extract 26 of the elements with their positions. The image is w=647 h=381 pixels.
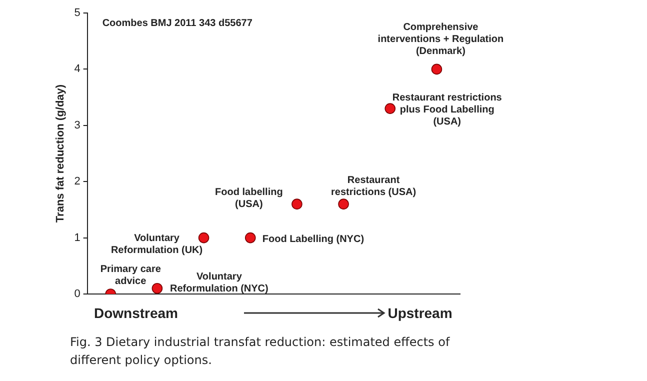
- annotation: Food labelling (USA): [215, 187, 283, 210]
- y-tick-label: 1: [74, 232, 80, 244]
- point: [384, 103, 396, 114]
- annotation: Restaurant restrictions (USA): [331, 175, 416, 198]
- y-axis-title: Trans fat reduction (g/day): [54, 84, 67, 223]
- annotation: Restaurant restrictions plus Food Labelling (USA): [392, 92, 502, 128]
- point: [292, 198, 302, 210]
- point: [431, 64, 442, 75]
- y-tick-label: 2: [74, 176, 80, 188]
- annotation: Food Labelling (NYC): [262, 234, 364, 245]
- annotation: Comprehensive interventions + Regulation (Denmark): [378, 22, 504, 58]
- y-tick-label: 5: [74, 7, 80, 20]
- text: Downstream: [94, 305, 178, 321]
- y-tick-label: 0: [74, 288, 80, 300]
- point: [198, 232, 210, 244]
- annotation: Primary care advice: [100, 264, 162, 287]
- point: [244, 232, 256, 244]
- caption: Fig. 3 Dietary industrial transfat reduction: estimated effects of different policy options.: [70, 334, 451, 369]
- point: [338, 198, 349, 210]
- point: [152, 282, 163, 294]
- annotation: Coombes BMJ 2011 343 d55677: [102, 18, 253, 29]
- annotation: Voluntary Reformulation (UK): [110, 232, 203, 256]
- annotation: Voluntary Reformulation (NYC): [170, 271, 268, 294]
- text: Upstream: [388, 305, 452, 321]
- y-tick-label: 4: [74, 63, 80, 76]
- y-tick-label: 3: [74, 119, 80, 132]
